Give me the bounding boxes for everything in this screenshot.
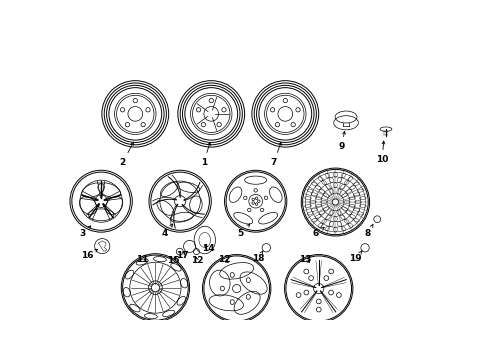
Text: 2: 2 xyxy=(120,142,134,167)
Text: 9: 9 xyxy=(338,131,345,151)
Text: 17: 17 xyxy=(176,251,188,260)
Text: 7: 7 xyxy=(270,142,281,167)
Text: 10: 10 xyxy=(376,141,389,164)
Text: 12: 12 xyxy=(218,255,230,264)
Text: 14: 14 xyxy=(202,244,215,253)
Text: 11: 11 xyxy=(136,255,148,264)
Text: 5: 5 xyxy=(238,224,250,238)
Text: 3: 3 xyxy=(79,226,91,238)
Text: 15: 15 xyxy=(167,256,179,265)
Text: 12: 12 xyxy=(191,256,203,265)
Text: 19: 19 xyxy=(349,251,362,262)
Text: 4: 4 xyxy=(161,224,172,238)
Text: 18: 18 xyxy=(252,251,264,262)
Text: 1: 1 xyxy=(200,142,211,167)
Text: 13: 13 xyxy=(299,255,312,264)
Text: 8: 8 xyxy=(365,224,373,238)
Text: 16: 16 xyxy=(81,249,98,260)
Text: 6: 6 xyxy=(313,227,324,238)
